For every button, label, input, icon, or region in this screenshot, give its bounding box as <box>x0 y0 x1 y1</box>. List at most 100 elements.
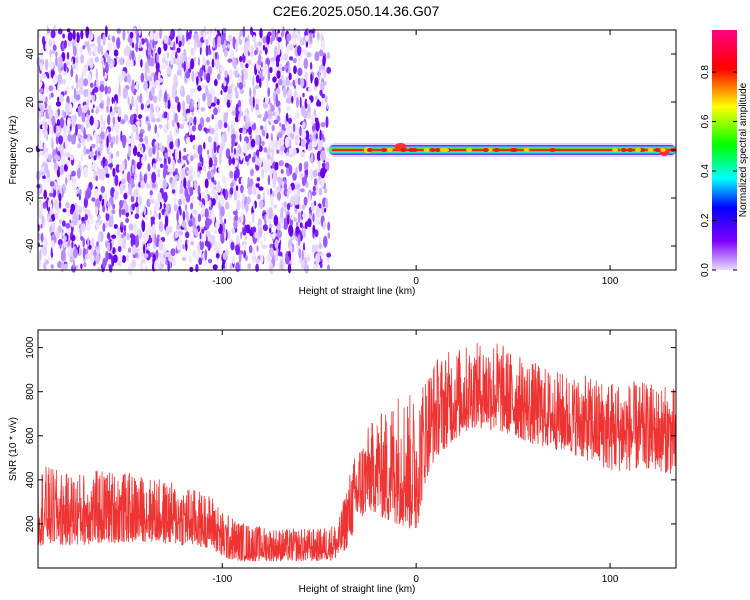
signal-spot <box>511 148 518 152</box>
spectrogram-noise-cell <box>59 117 65 129</box>
spectrogram-noise-cell <box>49 225 53 234</box>
spectrogram-noise-cell <box>299 222 303 229</box>
spectrogram-noise-cell <box>263 233 266 243</box>
spectrogram-noise-cell <box>271 124 275 132</box>
spectrogram-noise-cell <box>257 157 263 167</box>
spectrogram-noise-cell <box>43 262 47 270</box>
spectrogram-noise-cell <box>42 244 48 257</box>
spectrogram-noise-cell <box>174 230 179 239</box>
snr-y-ticks: 200 400 600 800 1000 <box>25 336 676 532</box>
spectrogram-noise-cell <box>130 196 135 203</box>
spectrogram-noise-cell <box>107 206 112 212</box>
spectrogram-noise-cell <box>140 179 145 189</box>
spectrogram-panel: -100 0 100 -40 -20 0 20 40 Height of straight … <box>8 24 677 297</box>
spectrogram-noise-cell <box>286 203 291 211</box>
spectrogram-noise-cell <box>87 72 92 82</box>
spectrogram-noise-cell <box>80 235 84 241</box>
spectrogram-noise-cell <box>259 27 263 39</box>
spectrogram-noise-cell <box>312 170 318 178</box>
spectrogram-noise-cell <box>252 248 256 258</box>
spectrogram-noise-cell <box>126 137 132 145</box>
spectrogram-noise-cell <box>269 247 275 258</box>
spectrogram-noise-cell <box>117 226 121 237</box>
spectrogram-noise-cell <box>214 131 219 143</box>
spectrogram-noise-cell <box>127 247 132 253</box>
spectrogram-noise-cell <box>279 122 282 127</box>
spectrogram-noise-cell <box>286 190 290 196</box>
spectrogram-noise-cell <box>297 77 301 86</box>
spectrogram-noise-cell <box>164 59 169 67</box>
snr-x-ticks: -100 0 100 <box>212 330 619 585</box>
spectrogram-noise-cell <box>70 231 73 237</box>
spectrogram-noise-cell <box>58 135 64 145</box>
spectrogram-noise-cell <box>296 96 299 109</box>
spectrogram-noise-cell <box>60 66 64 71</box>
spectrogram-noise-cell <box>117 105 122 118</box>
spectrogram-noise-cell <box>301 249 304 261</box>
spectrogram-noise-cell <box>268 218 272 225</box>
spectrogram-noise-cell <box>65 201 70 209</box>
spectrogram-noise-cell <box>289 43 294 51</box>
spectrogram-noise-cell <box>265 76 269 89</box>
spectrogram-noise-cell <box>287 214 290 225</box>
spectrogram-noise-cell <box>294 78 298 85</box>
spectrogram-noise-cell <box>157 173 160 178</box>
spectrogram-noise-cell <box>151 171 157 184</box>
spectrogram-noise-cell <box>177 238 183 250</box>
spectrogram-noise-cell <box>65 60 71 66</box>
spectrogram-noise-cell <box>70 68 74 78</box>
spectrogram-noise-cell <box>273 215 279 227</box>
spectrogram-noise-cell <box>214 193 219 202</box>
spectrogram-noise-cell <box>149 31 154 41</box>
spectrogram-noise-cell <box>107 114 111 126</box>
spectrogram-noise-cell <box>203 32 206 41</box>
spectrogram-noise-cell <box>288 244 293 253</box>
spectrogram-noise-cell <box>147 98 151 105</box>
spectrogram-noise-cell <box>292 148 297 156</box>
colorbar: 0.0 0.2 0.4 0.6 0.8 Normalized spectral ampl… <box>700 30 749 277</box>
spectrogram-noise-cell <box>155 165 158 174</box>
spectrogram-noise-cell <box>233 220 238 229</box>
spectrogram-noise-cell <box>277 191 281 201</box>
spectrogram-noise-cell <box>150 251 154 258</box>
spectrogram-noise-cell <box>262 224 268 232</box>
spectrogram-noise-cell <box>100 45 104 56</box>
spectrogram-noise-cell <box>254 98 260 105</box>
spectrogram-noise-cell <box>291 95 294 104</box>
spectrogram-noise-cell <box>315 120 320 132</box>
spectrogram-noise-cell <box>261 167 265 180</box>
spectrogram-noise-cell <box>288 224 294 237</box>
spectrogram-noise-cell <box>307 218 312 228</box>
spectrogram-noise-cell <box>272 76 277 83</box>
spectrogram-noise-cell <box>75 94 81 101</box>
spectrogram-noise-cell <box>311 244 316 254</box>
y-tick-label: 1000 <box>25 336 36 359</box>
spectrogram-noise-cell <box>207 93 213 104</box>
spectrogram-noise-cell <box>179 53 184 62</box>
spectrogram-noise-cell <box>42 201 47 210</box>
spectrogram-noise-cell <box>159 163 164 168</box>
spectrogram-noise-cell <box>116 37 121 49</box>
spectrogram-noise-cell <box>54 199 59 210</box>
signal-spot <box>635 148 642 152</box>
spectrogram-noise-cell <box>100 57 104 62</box>
spectrogram-noise-cell <box>268 210 272 222</box>
spectrogram-noise-cell <box>207 149 210 155</box>
spectrogram-noise-cell <box>286 43 290 54</box>
spectrogram-noise-cell <box>121 178 126 185</box>
spectrogram-noise-cell <box>321 93 326 99</box>
spectrogram-noise-cell <box>326 252 332 258</box>
spectrogram-noise-cell <box>86 98 90 108</box>
spectrogram-noise-cell <box>59 144 65 157</box>
spectrogram-noise-cell <box>106 86 112 94</box>
spectrogram-noise-cell <box>199 239 205 251</box>
spectrogram-noise-cell <box>113 49 119 57</box>
signal-spot <box>408 148 415 152</box>
spectrogram-noise-cell <box>160 64 166 70</box>
spectrogram-noise-cell <box>70 235 76 242</box>
spectrogram-noise-cell <box>157 168 161 174</box>
spectrogram-noise-cell <box>207 135 212 143</box>
spectrogram-noise-cell <box>177 138 180 148</box>
spectrogram-noise-cell <box>320 58 323 65</box>
spectrogram-noise-cell <box>72 259 75 269</box>
